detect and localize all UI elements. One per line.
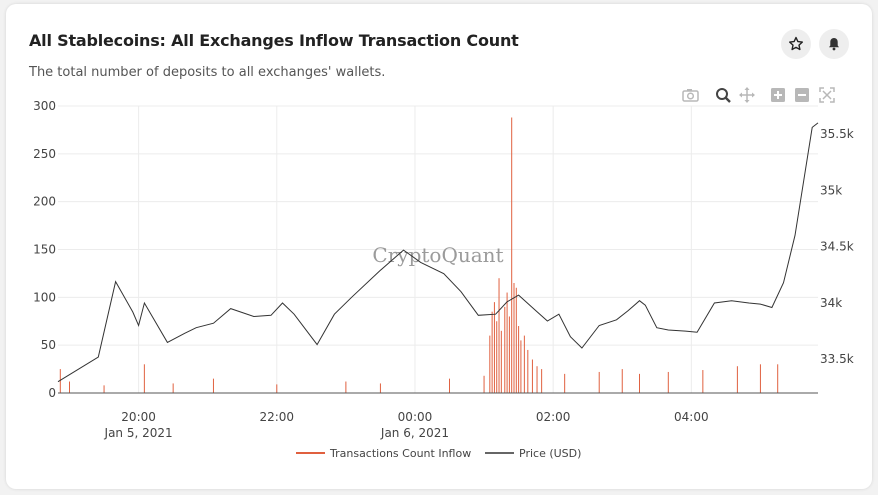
- price-line: [57, 122, 819, 383]
- chart-title: All Stablecoins: All Exchanges Inflow Tr…: [29, 31, 519, 50]
- y-left-tick-label: 200: [33, 195, 56, 209]
- y-left-tick-label: 100: [33, 290, 56, 304]
- y-left-tick-label: 50: [41, 338, 56, 352]
- y-right-tick-label: 34.5k: [820, 240, 854, 254]
- inflow-bars: [59, 117, 779, 393]
- star-icon: [789, 36, 803, 51]
- y-left-tick-label: 250: [33, 147, 56, 161]
- x-tick-label: 00:00: [398, 410, 433, 424]
- x-tick-sublabel: Jan 5, 2021: [104, 426, 173, 440]
- legend-label-price: Price (USD): [519, 447, 581, 460]
- favorite-button[interactable]: [781, 29, 811, 59]
- x-tick-label: 20:00: [121, 410, 156, 424]
- chart-subtitle: The total number of deposits to all exch…: [29, 65, 386, 80]
- zoom-in-icon[interactable]: [771, 88, 785, 102]
- reset-axes-icon[interactable]: [819, 87, 835, 103]
- watermark: CryptoQuant: [372, 243, 503, 267]
- x-tick-label: 02:00: [536, 410, 571, 424]
- y-left-tick-label: 150: [33, 243, 56, 257]
- y-left-tick-label: 300: [33, 99, 56, 113]
- axes: 0 50 100 150 200 250 300 33.5k 34k 34.5k 35k 35.5k 2…: [33, 99, 854, 440]
- legend-label-inflow: Transactions Count Inflow: [329, 447, 471, 460]
- chart-card: All Stablecoins: All Exchanges Inflow Tr…: [6, 4, 872, 489]
- y-right-tick-label: 34k: [820, 296, 842, 310]
- y-left-tick-label: 0: [48, 386, 56, 400]
- alert-button[interactable]: [819, 29, 849, 59]
- legend-item-inflow[interactable]: Transactions Count Inflow: [296, 447, 471, 460]
- x-tick-label: 22:00: [259, 410, 294, 424]
- legend-item-price[interactable]: Price (USD): [485, 447, 581, 460]
- modebar: [682, 87, 835, 103]
- pan-icon[interactable]: [739, 87, 755, 103]
- y-right-tick-label: 35k: [820, 183, 842, 197]
- y-right-tick-label: 35.5k: [820, 127, 854, 141]
- x-tick-label: 04:00: [674, 410, 709, 424]
- camera-icon[interactable]: [682, 89, 699, 102]
- zoom-icon[interactable]: [716, 88, 731, 103]
- y-right-tick-label: 33.5k: [820, 352, 854, 366]
- zoom-out-icon[interactable]: [795, 88, 809, 102]
- bell-icon: [829, 38, 839, 51]
- x-tick-sublabel: Jan 6, 2021: [380, 426, 449, 440]
- grid-lines: [58, 105, 818, 393]
- legend: Transactions Count Inflow Price (USD): [296, 447, 581, 460]
